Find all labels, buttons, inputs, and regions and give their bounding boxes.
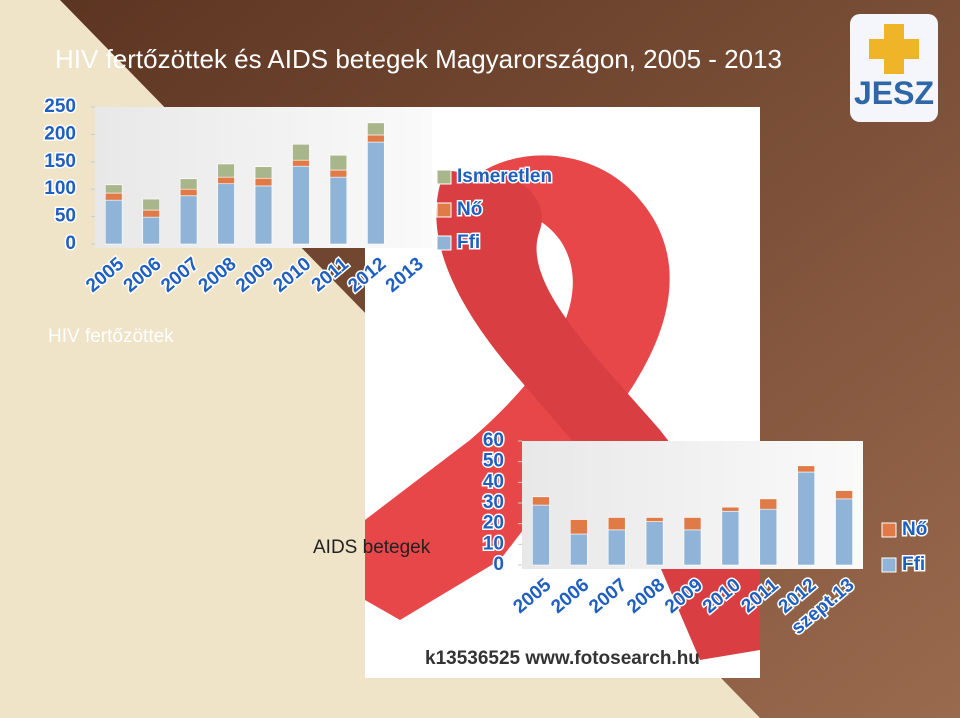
- bar-segment: [217, 163, 235, 178]
- bar-segment: [292, 165, 310, 245]
- bar-segment: [367, 122, 385, 136]
- bar-segment: [292, 143, 310, 161]
- bar-segment: [179, 195, 198, 245]
- bar-segment: [607, 529, 626, 566]
- bar-segment: [104, 192, 123, 201]
- y-tick-label: 0: [65, 233, 76, 254]
- bar-segment: [329, 176, 348, 245]
- bar-segment: [607, 517, 626, 531]
- bar-segment: [254, 185, 273, 245]
- legend-swatch: [881, 522, 897, 538]
- y-tick-label: 0: [493, 554, 504, 575]
- bar-segment: [570, 519, 588, 535]
- bar-segment: [367, 141, 385, 245]
- chart-label: AIDS betegek: [313, 537, 431, 558]
- bar-segment: [292, 159, 310, 167]
- bar-segment: [217, 176, 235, 185]
- bar-segment: [179, 178, 198, 190]
- y-tick-label: 40: [483, 471, 504, 492]
- bar-segment: [142, 209, 160, 218]
- bar-segment: [759, 508, 778, 566]
- y-tick-label: 20: [483, 513, 504, 534]
- bar-segment: [179, 188, 198, 197]
- bar-segment: [254, 177, 273, 187]
- ribbon: [365, 155, 670, 620]
- bar-segment: [142, 216, 160, 245]
- y-tick-label: 250: [44, 96, 76, 117]
- bar-segment: [645, 521, 664, 566]
- bar-segment: [217, 183, 235, 245]
- logo-cross: [869, 39, 919, 59]
- y-tick-label: 30: [483, 492, 504, 513]
- legend-label: Ffi: [902, 554, 925, 575]
- bar-segment: [142, 198, 160, 211]
- bar-segment: [532, 496, 550, 506]
- legend-swatch: [436, 169, 452, 185]
- bar-segment: [759, 498, 778, 510]
- bar-segment: [835, 498, 853, 566]
- legend-swatch: [436, 235, 452, 251]
- chart-label: HIV fertőzöttek: [48, 326, 174, 347]
- bar-segment: [721, 506, 740, 512]
- y-tick-label: 10: [483, 533, 504, 554]
- bar-segment: [797, 471, 815, 566]
- bar-segment: [835, 490, 853, 500]
- bar-segment: [797, 465, 815, 473]
- y-tick-label: 50: [55, 206, 76, 227]
- y-tick-label: 50: [483, 451, 504, 472]
- bar-segment: [683, 529, 702, 566]
- legend-swatch: [881, 557, 897, 573]
- bar-segment: [104, 199, 123, 245]
- legend-label: Nő: [902, 519, 927, 540]
- y-tick-label: 150: [44, 151, 76, 172]
- bar-segment: [721, 510, 740, 566]
- legend-label: Ffi: [457, 232, 480, 253]
- legend-swatch: [436, 202, 452, 218]
- legend-label: Ismeretlen: [457, 166, 552, 187]
- slide-title: HIV fertőzöttek és AIDS betegek Magyaror…: [55, 44, 782, 74]
- y-tick-label: 60: [483, 430, 504, 451]
- bar-segment: [329, 169, 348, 178]
- y-tick-label: 200: [44, 123, 76, 144]
- bar-segment: [532, 504, 550, 566]
- bar-segment: [254, 166, 273, 179]
- y-tick-label: 100: [44, 178, 76, 199]
- bar-segment: [570, 533, 588, 566]
- bar-segment: [329, 154, 348, 171]
- bar-segment: [683, 517, 702, 531]
- watermark: k13536525 www.fotosearch.hu: [425, 648, 700, 669]
- bar-segment: [104, 184, 123, 194]
- logo-text: JESZ: [854, 75, 934, 111]
- bar-segment: [645, 517, 664, 522]
- bar-segment: [367, 134, 385, 143]
- legend-label: Nő: [457, 199, 482, 220]
